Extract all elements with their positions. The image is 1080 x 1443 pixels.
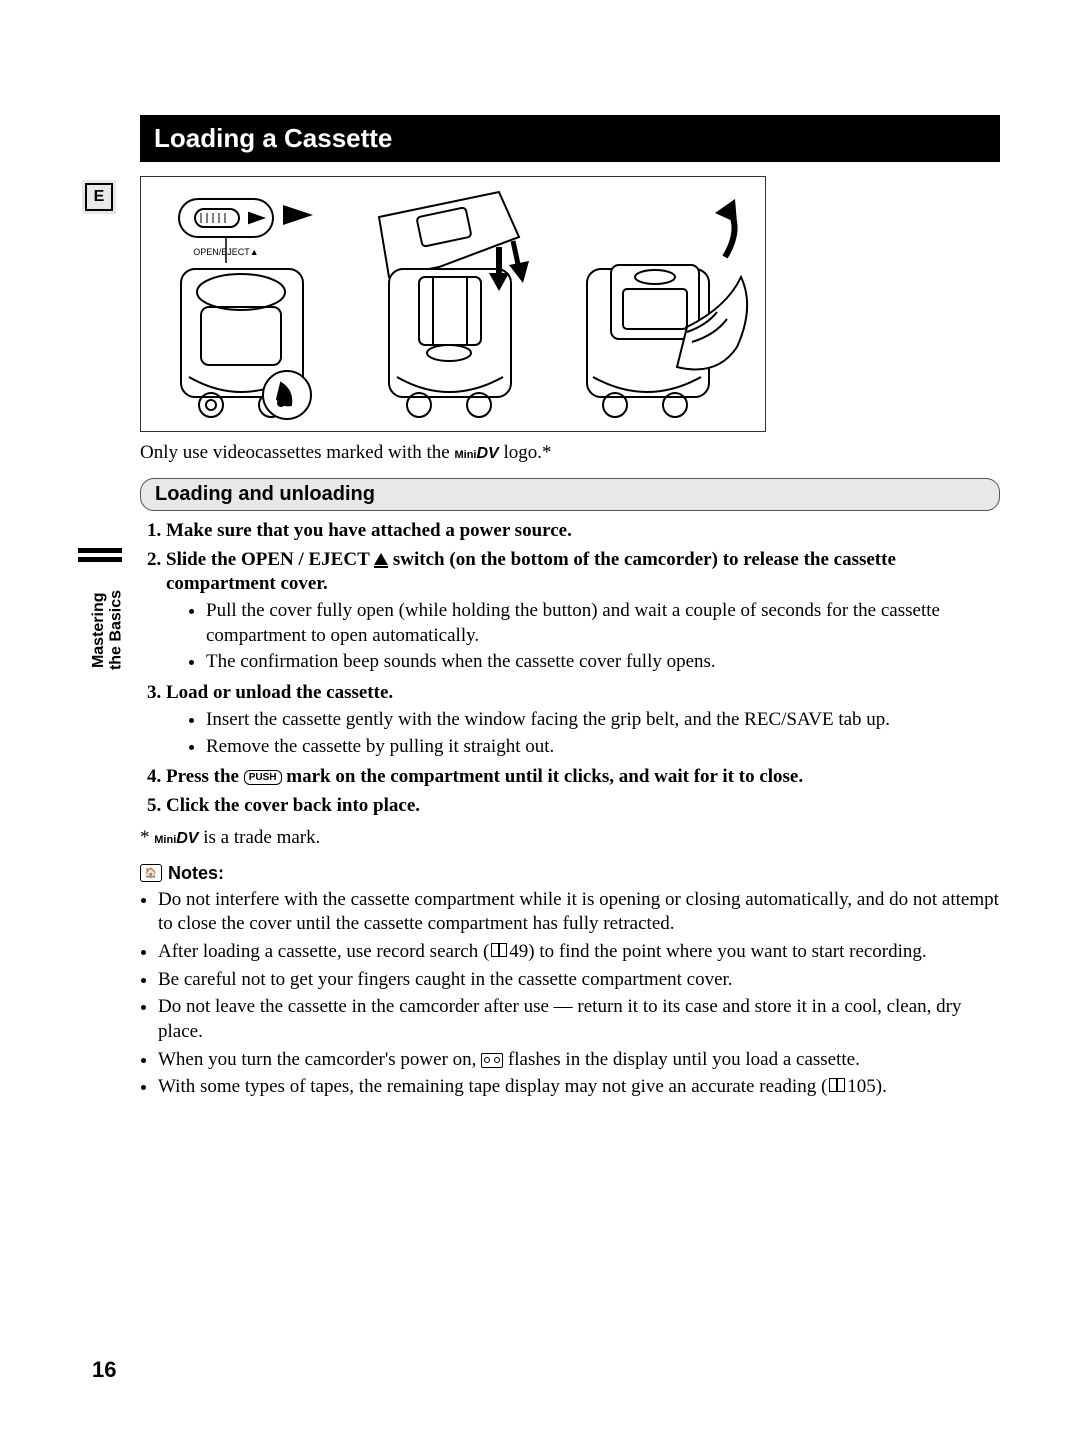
caption-prefix: Only use videocassettes marked with the — [140, 442, 454, 463]
trademark-note: * MiniDV is a trade mark. — [140, 827, 1000, 849]
step-list: Make sure that you have attached a power… — [140, 519, 1000, 819]
minidv-logo-icon: MiniDV — [454, 449, 498, 461]
subheader: Loading and unloading — [140, 478, 1000, 511]
step-3-sub: Insert the cassette gently with the wind… — [166, 708, 1000, 759]
step-3-sub-1: Insert the cassette gently with the wind… — [206, 708, 1000, 733]
caption-text: Only use videocassettes marked with the … — [140, 442, 1000, 464]
note-1: Do not interfere with the cassette compa… — [158, 888, 1000, 937]
step-2-sub-2: The confirmation beep sounds when the ca… — [206, 650, 1000, 675]
note-6: With some types of tapes, the remaining … — [158, 1075, 1000, 1100]
eject-icon — [374, 553, 388, 565]
step-2-sub: Pull the cover fully open (while holding… — [166, 599, 1000, 675]
cassette-illustration: OPEN/EJECT▲ — [140, 176, 766, 432]
illus-step-1: OPEN/EJECT▲ — [141, 177, 349, 431]
language-badge: E — [82, 180, 116, 214]
step-2-sub-1: Pull the cover fully open (while holding… — [206, 599, 1000, 648]
language-letter: E — [85, 183, 113, 211]
note-2: After loading a cassette, use record sea… — [158, 940, 1000, 965]
notes-list: Do not interfere with the cassette compa… — [140, 888, 1000, 1101]
page-number: 16 — [92, 1357, 116, 1383]
cassette-icon — [481, 1053, 503, 1068]
illus-step-2 — [349, 177, 557, 431]
illus-step-3 — [557, 177, 765, 431]
notes-header: 🏠 Notes: — [140, 863, 1000, 884]
step-3: Load or unload the cassette. Insert the … — [166, 681, 1000, 759]
notes-icon: 🏠 — [140, 864, 162, 882]
instructions: Make sure that you have attached a power… — [140, 519, 1000, 819]
page-ref-icon — [491, 943, 507, 957]
step-1: Make sure that you have attached a power… — [166, 519, 1000, 544]
open-eject-label: OPEN/EJECT▲ — [193, 247, 258, 257]
caption-suffix: logo.* — [499, 442, 552, 463]
tab-text: Masteringthe Basics — [90, 590, 125, 670]
manual-page: E Loading a Cassette — [0, 0, 1080, 1443]
step-2: Slide the OPEN / EJECT switch (on the bo… — [166, 548, 1000, 675]
page-title: Loading a Cassette — [140, 115, 1000, 162]
note-4: Do not leave the cassette in the camcord… — [158, 995, 1000, 1044]
step-5: Click the cover back into place. — [166, 794, 1000, 819]
section-tab: Masteringthe Basics — [90, 590, 125, 670]
step-4: Press the PUSH mark on the compartment u… — [166, 765, 1000, 790]
page-ref-icon — [829, 1078, 845, 1092]
notes-label: Notes: — [168, 863, 224, 884]
tab-bars-icon — [78, 548, 122, 562]
push-icon: PUSH — [244, 770, 282, 785]
step-3-sub-2: Remove the cassette by pulling it straig… — [206, 735, 1000, 760]
minidv-logo-icon: MiniDV — [154, 834, 198, 846]
note-3: Be careful not to get your fingers caugh… — [158, 968, 1000, 993]
note-5: When you turn the camcorder's power on, … — [158, 1048, 1000, 1073]
